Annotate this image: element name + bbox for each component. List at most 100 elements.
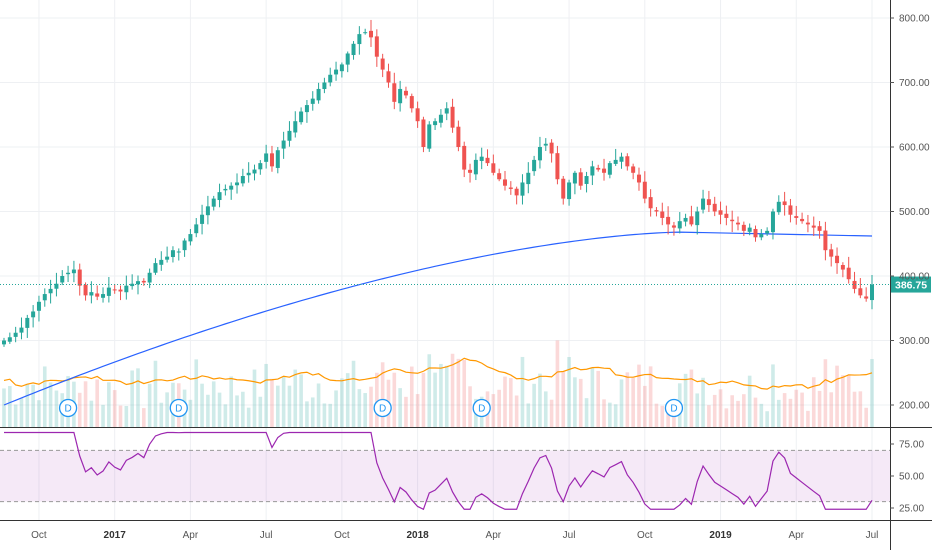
volume-bar <box>252 369 257 427</box>
candles <box>2 19 874 347</box>
candle-body <box>776 201 781 213</box>
candle <box>497 168 502 182</box>
volume-bar <box>567 356 571 427</box>
last-price-line: 386.75 <box>0 276 931 293</box>
price-tick-label: 700.00 <box>899 78 930 89</box>
candle-body <box>223 188 228 191</box>
time-tick-label: Jul <box>563 530 576 541</box>
candle-body <box>677 221 682 229</box>
candle-body <box>870 284 874 301</box>
candle-body <box>345 53 350 65</box>
volume-bar <box>165 392 169 427</box>
volume-bar <box>142 408 146 427</box>
candle <box>835 247 840 274</box>
volume-bar <box>846 374 851 427</box>
candle-body <box>840 265 845 270</box>
volume-bar <box>864 407 868 427</box>
dividend-marker-circle[interactable] <box>58 398 78 418</box>
candle <box>660 202 665 226</box>
candle <box>689 205 694 227</box>
dividend-marker[interactable]: D <box>373 398 392 418</box>
candle <box>398 80 403 112</box>
dividend-marker[interactable]: D <box>58 398 78 418</box>
candle <box>770 208 775 240</box>
volume-bar <box>229 376 233 427</box>
volume-bar <box>683 373 688 427</box>
volume-bar <box>526 403 531 427</box>
candle-body <box>590 166 595 176</box>
candle <box>54 272 59 297</box>
dividend-marker[interactable]: D <box>664 398 684 418</box>
dividend-marker-circle[interactable] <box>664 398 684 418</box>
candle-body <box>753 228 758 238</box>
candle-body <box>485 157 490 164</box>
candle-body <box>433 121 438 126</box>
price-tick-label: 400.00 <box>899 272 930 283</box>
time-tick-label: Apr <box>486 530 502 541</box>
volume-bar <box>31 384 35 427</box>
candle-body <box>77 269 82 286</box>
candle <box>229 182 234 200</box>
candle <box>712 196 717 217</box>
candle <box>706 190 711 213</box>
candle-body <box>118 289 123 292</box>
candle <box>648 189 653 217</box>
volume-bar <box>707 405 711 427</box>
candle-body <box>357 34 362 45</box>
candle-body <box>392 83 397 102</box>
candle <box>60 270 65 286</box>
candle <box>800 212 805 224</box>
candle <box>380 53 385 78</box>
volume-bar <box>648 366 653 427</box>
volume-bar <box>112 390 117 427</box>
candle <box>736 216 741 231</box>
rsi-path <box>4 431 873 511</box>
candle-body <box>252 169 257 174</box>
volume-bar <box>532 383 536 427</box>
volume-bar <box>340 378 344 427</box>
candle <box>491 154 496 176</box>
volume-bar <box>363 393 367 427</box>
volume-bar <box>835 365 839 427</box>
volume-bar <box>742 394 746 427</box>
volume-bar <box>310 397 315 427</box>
volume-bar <box>753 397 758 427</box>
dividend-marker[interactable]: D <box>472 398 491 418</box>
dividend-marker-circle[interactable] <box>373 398 392 418</box>
dividend-marker[interactable]: D <box>169 398 188 418</box>
dividend-marker-circle[interactable] <box>169 398 188 418</box>
volume-bar <box>415 394 420 427</box>
dividend-marker-label: D <box>670 404 677 415</box>
candle <box>369 19 374 47</box>
volume-bar <box>42 366 47 427</box>
candle-body <box>578 172 583 186</box>
volume-bar <box>613 404 618 427</box>
candle <box>386 63 391 88</box>
candle <box>555 145 560 185</box>
volume-bar <box>788 398 793 427</box>
time-tick-label: 2019 <box>709 530 732 541</box>
candle <box>543 138 548 151</box>
candle-body <box>83 284 88 296</box>
candle-body <box>712 203 717 212</box>
volume-bar <box>258 396 263 427</box>
price-tick-label: 500.00 <box>899 207 930 218</box>
candle <box>252 164 257 181</box>
candle-body <box>514 188 519 196</box>
volume-bar <box>293 369 298 427</box>
candle-body <box>549 142 554 154</box>
rsi-line <box>4 431 873 511</box>
candle-body <box>281 140 286 149</box>
volume-bar <box>852 391 857 427</box>
candle-body <box>188 234 193 242</box>
candle-body <box>689 216 694 225</box>
candle <box>95 285 100 301</box>
volume-bar <box>89 400 94 427</box>
candle <box>549 139 554 163</box>
dividend-marker-circle[interactable] <box>472 398 491 418</box>
candle <box>677 212 682 234</box>
